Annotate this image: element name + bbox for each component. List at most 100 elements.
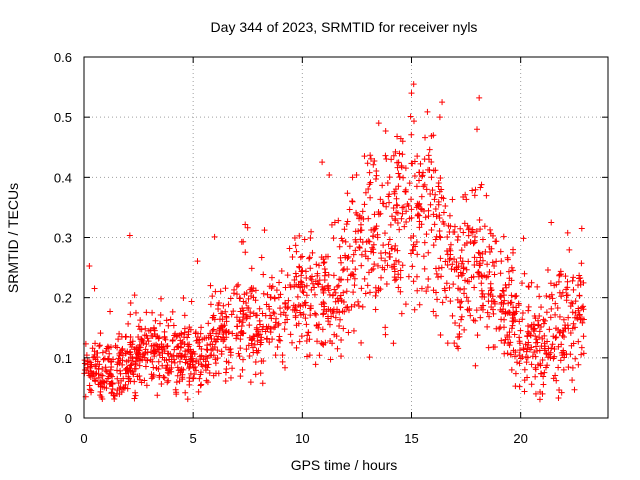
data-point xyxy=(425,249,432,256)
data-point xyxy=(458,316,465,323)
data-point xyxy=(460,194,467,201)
data-point xyxy=(392,257,399,264)
data-point xyxy=(577,316,584,323)
data-point xyxy=(567,303,574,310)
data-point xyxy=(558,349,565,356)
data-point xyxy=(258,254,265,261)
data-point xyxy=(206,370,213,377)
data-point xyxy=(578,351,585,358)
data-point xyxy=(428,226,435,233)
data-point xyxy=(91,285,98,292)
data-point xyxy=(292,314,299,321)
data-point xyxy=(247,286,254,293)
data-point xyxy=(189,361,196,368)
data-point xyxy=(517,327,524,334)
data-point xyxy=(311,291,318,298)
data-point xyxy=(395,159,402,166)
data-point xyxy=(534,283,541,290)
y-tick-label: 0.1 xyxy=(54,351,72,366)
data-point xyxy=(499,287,506,294)
data-point xyxy=(414,251,421,258)
data-point xyxy=(378,274,385,281)
data-point xyxy=(358,285,365,292)
data-point xyxy=(420,253,427,260)
data-point xyxy=(512,383,519,390)
data-point xyxy=(354,211,361,218)
data-point xyxy=(322,269,329,276)
data-point xyxy=(445,222,452,229)
data-point xyxy=(211,343,218,350)
data-point xyxy=(226,346,233,353)
data-point xyxy=(524,345,531,352)
data-point xyxy=(285,297,292,304)
data-point xyxy=(223,318,230,325)
data-point xyxy=(562,325,569,332)
data-point xyxy=(535,361,542,368)
data-point xyxy=(506,309,513,316)
data-point xyxy=(185,343,192,350)
data-point xyxy=(350,327,357,334)
data-point xyxy=(384,262,391,269)
data-point xyxy=(254,337,261,344)
data-point xyxy=(300,311,307,318)
data-point xyxy=(240,356,247,363)
data-point xyxy=(506,309,513,316)
data-point xyxy=(491,263,498,270)
data-point xyxy=(565,364,572,371)
data-point xyxy=(110,356,117,363)
data-point xyxy=(457,269,464,276)
data-point xyxy=(208,352,215,359)
data-point xyxy=(498,292,505,299)
data-point xyxy=(277,291,284,298)
data-point xyxy=(302,299,309,306)
data-point xyxy=(528,361,535,368)
data-point xyxy=(521,388,528,395)
data-point xyxy=(275,294,282,301)
data-point xyxy=(512,317,519,324)
data-point xyxy=(90,370,97,377)
data-point xyxy=(473,258,480,265)
data-point xyxy=(289,339,296,346)
data-point xyxy=(387,254,394,261)
data-point xyxy=(552,334,559,341)
data-point xyxy=(371,158,378,165)
data-point xyxy=(490,344,497,351)
data-point xyxy=(116,330,123,337)
data-point xyxy=(132,309,139,316)
data-point xyxy=(470,273,477,280)
data-point xyxy=(418,206,425,213)
data-point xyxy=(212,338,219,345)
data-point xyxy=(392,217,399,224)
data-point xyxy=(203,377,210,384)
data-point xyxy=(439,299,446,306)
data-point xyxy=(521,270,528,277)
data-point xyxy=(505,268,512,275)
data-point xyxy=(571,386,578,393)
data-point xyxy=(569,277,576,284)
data-point xyxy=(133,354,140,361)
data-point xyxy=(336,322,343,329)
data-point xyxy=(197,371,204,378)
data-point xyxy=(314,272,321,279)
data-point xyxy=(97,388,104,395)
data-point xyxy=(316,352,323,359)
data-point xyxy=(102,364,109,371)
data-point xyxy=(403,208,410,215)
data-point xyxy=(127,300,134,307)
data-point xyxy=(159,354,166,361)
data-point xyxy=(456,322,463,329)
data-point xyxy=(282,299,289,306)
data-point xyxy=(423,288,430,295)
data-point xyxy=(303,353,310,360)
y-tick-label: 0.4 xyxy=(54,170,72,185)
data-point xyxy=(194,334,201,341)
data-point xyxy=(463,196,470,203)
data-point xyxy=(539,335,546,342)
data-point xyxy=(493,258,500,265)
data-point xyxy=(544,266,551,273)
data-point xyxy=(436,114,443,121)
data-point xyxy=(222,378,229,385)
data-point xyxy=(84,358,91,365)
data-point xyxy=(458,247,465,254)
data-point xyxy=(479,250,486,257)
